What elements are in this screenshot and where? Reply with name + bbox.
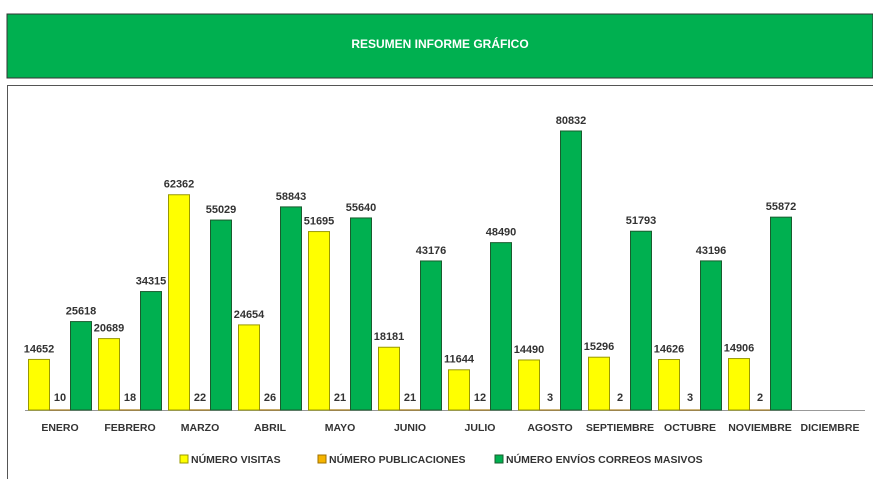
x-tick-label: AGOSTO [527, 422, 572, 434]
x-tick-label: DICIEMBRE [801, 422, 860, 434]
bar [140, 291, 162, 411]
bar [630, 230, 652, 411]
data-label: 24654 [234, 309, 265, 321]
x-tick-label: NOVIEMBRE [728, 422, 792, 434]
data-label: 51793 [626, 215, 657, 227]
x-tick-label: SEPTIEMBRE [586, 422, 654, 434]
data-label: 22 [194, 392, 206, 404]
data-label: 34315 [136, 275, 167, 287]
x-tick-label: ENERO [41, 422, 78, 434]
legend-label: NÚMERO ENVÍOS CORREOS MASIVOS [506, 453, 703, 466]
data-label: 11644 [444, 354, 475, 366]
x-tick-label: MARZO [181, 422, 220, 434]
data-label: 62362 [164, 179, 195, 191]
data-label: 51695 [304, 215, 335, 227]
bar [70, 321, 92, 411]
bar [378, 346, 400, 411]
bar [98, 338, 120, 411]
data-label: 26 [264, 392, 276, 404]
data-label: 21 [404, 392, 416, 404]
x-tick-label: ABRIL [254, 422, 287, 434]
data-label: 80832 [556, 115, 587, 127]
x-tick-label: MAYO [325, 422, 356, 434]
data-label: 10 [54, 392, 66, 404]
data-label: 55872 [766, 201, 797, 213]
header-band [6, 13, 873, 79]
data-label: 48490 [486, 227, 517, 239]
data-label: 18181 [374, 331, 405, 343]
legend-swatch [494, 454, 504, 464]
data-label: 14652 [24, 343, 55, 355]
data-label: 18 [124, 392, 136, 404]
bar [658, 359, 680, 411]
x-tick-label: OCTUBRE [664, 422, 716, 434]
data-label: 55640 [346, 202, 377, 214]
data-label: 25618 [66, 305, 97, 317]
bar [518, 359, 540, 411]
data-label: 43176 [416, 245, 447, 257]
bar [560, 130, 582, 411]
data-label: 43196 [696, 245, 727, 257]
bar [28, 358, 50, 411]
bar [238, 324, 260, 411]
data-label: 3 [687, 392, 693, 404]
x-tick-label: JULIO [465, 422, 496, 434]
bar [770, 216, 792, 411]
data-label: 14626 [654, 343, 685, 355]
legend-swatch [179, 454, 189, 464]
legend-label: NÚMERO PUBLICACIONES [329, 453, 466, 466]
legend-swatch [317, 454, 327, 464]
data-label: 15296 [584, 341, 615, 353]
data-label: 2 [757, 392, 763, 404]
data-label: 21 [334, 392, 346, 404]
data-label: 12 [474, 392, 486, 404]
bar [728, 358, 750, 411]
x-tick-label: FEBRERO [104, 422, 155, 434]
data-label: 58843 [276, 191, 307, 203]
bar [280, 206, 302, 411]
bar [448, 369, 470, 411]
bar [490, 242, 512, 411]
bar [210, 219, 232, 411]
data-label: 20689 [94, 322, 125, 334]
bar [588, 356, 610, 411]
data-label: 3 [547, 392, 553, 404]
x-tick-label: JUNIO [394, 422, 426, 434]
bar [700, 260, 722, 411]
data-label: 55029 [206, 204, 237, 216]
bar [168, 194, 190, 411]
bar [350, 217, 372, 411]
bar [420, 260, 442, 411]
data-label: 2 [617, 392, 623, 404]
data-label: 14906 [724, 342, 755, 354]
legend-label: NÚMERO VISITAS [191, 453, 281, 466]
bar [308, 231, 330, 411]
data-label: 14490 [514, 344, 545, 356]
chart-title: RESUMEN INFORME GRÁFICO [351, 36, 528, 51]
